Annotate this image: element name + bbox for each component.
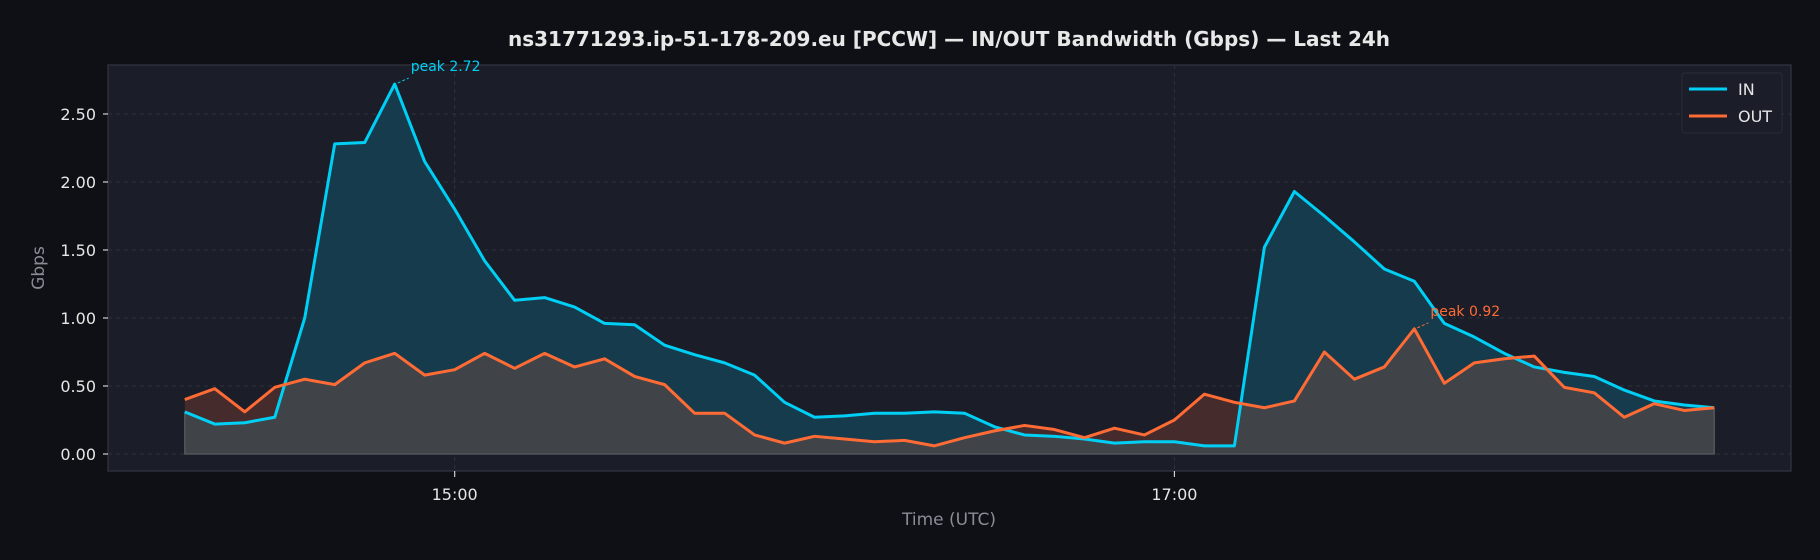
x-tick-label: 15:00 [432,485,478,504]
y-tick-label: 1.50 [60,241,96,260]
legend: IN OUT [1681,72,1783,134]
legend-in-label: IN [1738,80,1755,99]
annotation-pointer [397,77,409,84]
in-series-line [184,82,1715,448]
annotation-pointer [1417,322,1429,329]
chart-title: ns31771293.ip-51-178-209.eu [PCCW] — IN/… [508,27,1390,51]
area-outline [184,407,1715,455]
y-tick-label: 0.50 [60,377,96,396]
legend-out-label: OUT [1738,107,1772,126]
y-tick-label: 2.50 [60,105,96,124]
peak-annotation-label: peak 0.92 [1430,304,1500,320]
peak-annotation-label: peak 2.72 [411,59,481,75]
y-axis-label: Gbps [29,246,49,290]
y-tick-label: 1.00 [60,309,96,328]
x-tick-label: 17:00 [1151,485,1197,504]
out-series-line [184,327,1715,448]
y-tick-label: 2.00 [60,173,96,192]
x-axis-label: Time (UTC) [901,510,996,530]
annotations: peak 2.72 peak 0.92 [397,59,1500,329]
axis-ticks: 0.00 0.50 1.00 1.50 2.00 2.50 15:00 17:00 [60,105,1197,504]
y-tick-label: 0.00 [60,445,96,464]
